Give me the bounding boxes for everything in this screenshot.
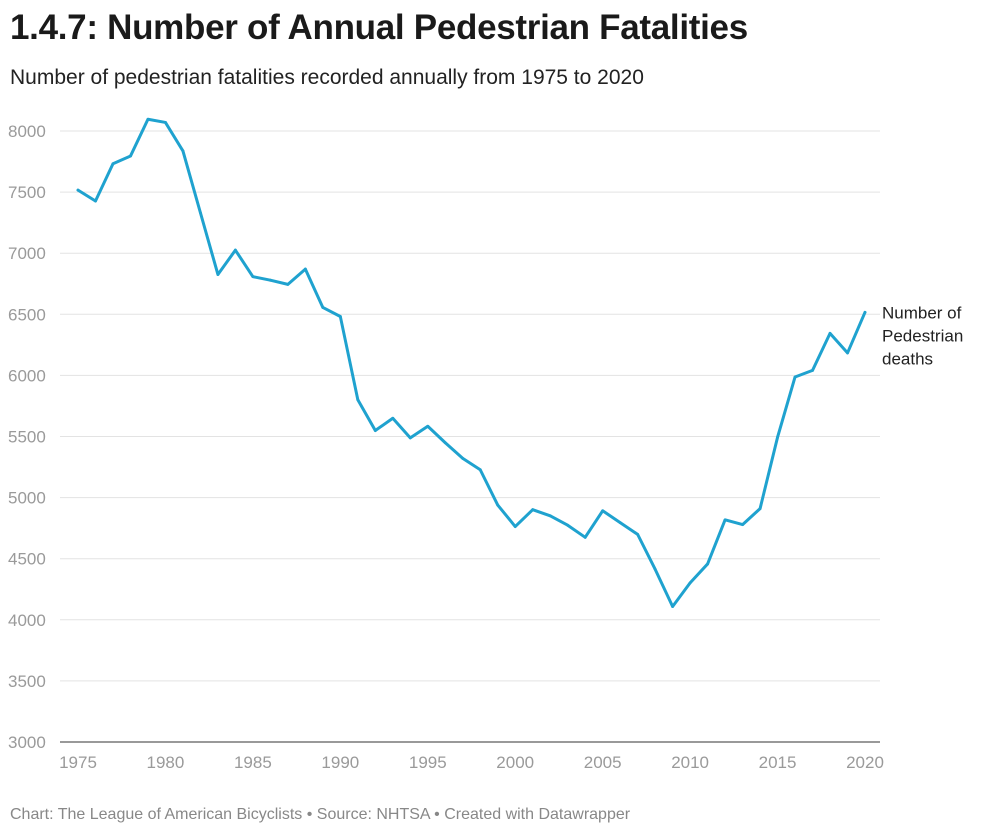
data-point-1995 xyxy=(426,424,430,428)
x-tick-label: 2015 xyxy=(759,753,797,772)
x-axis-tick-labels: 1975 1980 1985 1990 1995 2000 2005 2010 2015 2020 xyxy=(59,753,884,772)
data-point-2017 xyxy=(811,368,814,372)
y-tick-label: 4500 xyxy=(8,550,46,569)
data-point-2008 xyxy=(653,567,657,571)
chart-footer: Chart: The League of American Bicyclists… xyxy=(10,806,631,823)
data-point-2016 xyxy=(793,375,797,379)
y-tick-label: 6500 xyxy=(8,305,46,324)
x-tick-label: 1975 xyxy=(59,753,97,772)
x-tick-label: 1995 xyxy=(409,753,447,772)
data-point-1975 xyxy=(76,188,80,192)
series-label-line: deaths xyxy=(882,349,933,368)
data-point-2010 xyxy=(688,581,692,585)
data-point-2014 xyxy=(758,507,762,510)
data-point-2002 xyxy=(548,514,552,518)
data-point-1993 xyxy=(391,416,395,420)
y-tick-label: 5000 xyxy=(8,489,46,508)
x-tick-label: 1980 xyxy=(147,753,185,772)
data-point-1977 xyxy=(111,162,115,166)
data-point-1998 xyxy=(478,468,482,472)
data-point-1979 xyxy=(146,117,150,121)
data-point-2012 xyxy=(723,518,727,522)
data-point-2015 xyxy=(776,435,779,439)
data-point-2018 xyxy=(828,331,832,335)
data-point-1994 xyxy=(408,436,412,440)
y-tick-label: 4000 xyxy=(8,611,46,630)
x-tick-label: 1990 xyxy=(321,753,359,772)
series-layer xyxy=(76,117,867,608)
data-point-1980 xyxy=(164,121,167,124)
data-point-1987 xyxy=(286,282,290,286)
chart-title: 1.4.7: Number of Annual Pedestrian Fatal… xyxy=(10,8,748,47)
series-line xyxy=(76,117,867,608)
data-point-2013 xyxy=(741,523,744,527)
data-point-1988 xyxy=(303,267,307,271)
data-point-2007 xyxy=(636,532,640,536)
grid-lines xyxy=(60,130,880,743)
y-tick-label: 6000 xyxy=(8,366,46,385)
data-point-2006 xyxy=(618,521,622,525)
data-point-2019 xyxy=(846,351,849,355)
y-tick-label: 8000 xyxy=(8,122,46,141)
data-point-1986 xyxy=(268,278,272,282)
data-point-2005 xyxy=(601,509,605,513)
data-point-1978 xyxy=(129,154,132,158)
chart-subtitle: Number of pedestrian fatalities recorded… xyxy=(10,66,644,89)
data-point-2011 xyxy=(706,562,709,566)
y-axis-tick-labels: 3000 3500 4000 4500 5000 5500 6000 6500 7000 7500… xyxy=(8,122,46,752)
series-label: Number of Pedestrian deaths xyxy=(882,303,963,368)
x-tick-label: 2020 xyxy=(846,753,884,772)
y-tick-label: 3500 xyxy=(8,672,46,691)
data-point-1984 xyxy=(234,248,237,252)
data-point-1981 xyxy=(181,149,185,153)
x-tick-label: 2000 xyxy=(496,753,534,772)
data-point-1989 xyxy=(321,306,325,309)
data-point-2020 xyxy=(863,310,867,314)
data-point-1992 xyxy=(373,429,377,432)
data-point-1982 xyxy=(199,211,202,215)
x-tick-label: 1985 xyxy=(234,753,272,772)
data-point-2004 xyxy=(583,535,587,539)
data-point-2000 xyxy=(513,525,517,528)
series-label-line: Pedestrian xyxy=(882,326,963,345)
y-tick-label: 7000 xyxy=(8,244,46,263)
data-point-1976 xyxy=(94,199,97,203)
y-tick-label: 3000 xyxy=(8,733,46,752)
data-point-2001 xyxy=(531,508,535,512)
y-tick-label: 5500 xyxy=(8,428,46,447)
series-label-group: Number of Pedestrian deaths xyxy=(882,303,963,368)
x-tick-label: 2010 xyxy=(671,753,709,772)
data-point-1990 xyxy=(338,315,342,318)
data-point-2009 xyxy=(671,605,675,608)
x-tick-label: 2005 xyxy=(584,753,622,772)
data-point-1991 xyxy=(356,398,360,402)
data-point-1999 xyxy=(496,503,500,507)
data-point-1997 xyxy=(461,456,465,460)
data-point-1996 xyxy=(443,441,447,445)
data-point-1983 xyxy=(216,273,220,276)
series-label-line: Number of xyxy=(882,303,962,322)
data-point-1985 xyxy=(251,275,255,279)
data-point-2003 xyxy=(566,523,570,527)
y-tick-label: 7500 xyxy=(8,183,46,202)
